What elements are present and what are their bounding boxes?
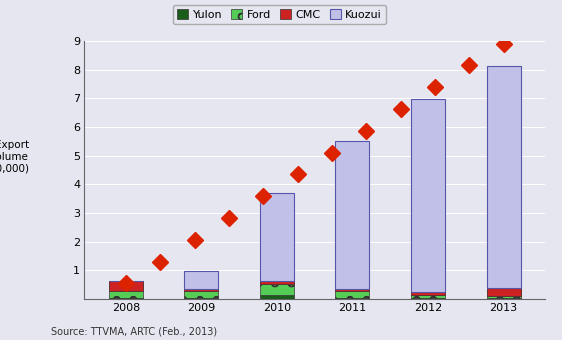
Bar xyxy=(184,298,219,299)
Y-axis label: Export
Volume
(10,000): Export Volume (10,000) xyxy=(0,140,29,174)
Bar xyxy=(260,193,294,280)
Bar xyxy=(487,66,520,288)
Bar xyxy=(260,295,294,299)
Bar xyxy=(184,291,219,298)
Bar xyxy=(260,280,294,284)
Bar xyxy=(336,291,369,298)
Bar xyxy=(109,298,143,299)
Bar xyxy=(336,289,369,291)
Bar xyxy=(260,284,294,295)
Legend: Yulon, Ford, CMC, Kuozui: Yulon, Ford, CMC, Kuozui xyxy=(173,5,386,24)
Bar xyxy=(109,280,143,291)
Bar xyxy=(336,289,369,291)
Bar xyxy=(411,298,445,299)
Bar xyxy=(109,291,143,298)
Bar xyxy=(336,141,369,289)
Bar xyxy=(411,99,445,292)
Bar xyxy=(487,288,520,296)
Bar xyxy=(487,296,520,298)
Bar xyxy=(184,289,219,291)
Bar xyxy=(109,280,143,291)
Bar xyxy=(260,280,294,284)
Text: Source: TTVMA, ARTC (Feb., 2013): Source: TTVMA, ARTC (Feb., 2013) xyxy=(51,327,217,337)
Bar xyxy=(411,292,445,295)
Bar xyxy=(487,288,520,296)
Bar xyxy=(411,295,445,298)
Bar xyxy=(336,298,369,299)
Bar xyxy=(411,292,445,295)
Bar xyxy=(184,289,219,291)
Bar xyxy=(184,271,219,289)
Bar xyxy=(487,298,520,299)
